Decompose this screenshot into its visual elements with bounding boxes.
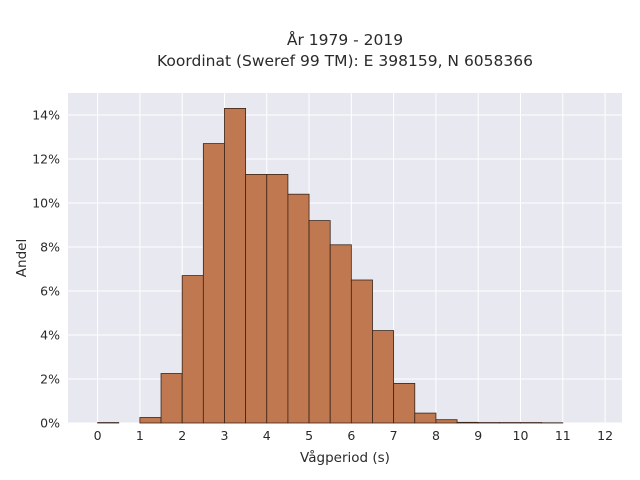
y-tick-label: 2%: [40, 372, 60, 387]
x-tick-label: 4: [263, 428, 271, 443]
x-tick-label: 10: [513, 428, 529, 443]
y-tick-label: 0%: [40, 416, 60, 431]
chart-title-line-1: År 1979 - 2019: [287, 30, 403, 49]
histogram-bar: [181, 275, 204, 424]
x-axis-label: Vågperiod (s): [300, 449, 390, 466]
x-tick-label: 5: [305, 428, 313, 443]
x-tick-label: 9: [474, 428, 482, 443]
y-tick-label: 6%: [40, 284, 60, 299]
y-tick-label: 4%: [40, 328, 60, 343]
histogram-bar: [139, 417, 162, 424]
histogram-bar: [435, 419, 458, 424]
y-tick-label: 8%: [40, 240, 60, 255]
histogram-bar: [308, 220, 331, 424]
histogram-bar: [372, 330, 395, 424]
y-tick-label: 10%: [32, 196, 60, 211]
histogram-bar: [202, 143, 225, 424]
histogram-bar: [266, 173, 289, 424]
x-tick-label: 2: [178, 428, 186, 443]
y-tick-label: 14%: [32, 108, 60, 123]
x-tick-label: 8: [432, 428, 440, 443]
histogram-bar: [245, 173, 268, 424]
x-tick-label: 0: [94, 428, 102, 443]
chart-title-line-2: Koordinat (Sweref 99 TM): E 398159, N 60…: [157, 52, 533, 70]
y-axis-ticks: 0% 2% 4% 6% 8% 10% 12% 14%: [32, 108, 60, 431]
histogram-bar: [329, 244, 352, 424]
histogram-bar: [393, 382, 416, 424]
histogram-bar: [224, 108, 247, 424]
histogram-bar: [456, 421, 479, 424]
y-axis-label: Andel: [14, 239, 30, 277]
bars: [97, 108, 564, 424]
histogram-bar: [160, 373, 183, 424]
x-tick-label: 7: [390, 428, 398, 443]
x-tick-label: 11: [555, 428, 571, 443]
x-tick-label: 1: [136, 428, 144, 443]
y-tick-label: 12%: [32, 152, 60, 167]
x-tick-label: 12: [597, 428, 613, 443]
histogram-bar: [350, 279, 373, 424]
x-tick-label: 3: [220, 428, 228, 443]
x-tick-label: 6: [347, 428, 355, 443]
x-axis-ticks: 0 1 2 3 4 5 6 7 8 9 10 11 12: [94, 428, 613, 443]
histogram-bar: [287, 193, 310, 424]
histogram-bar: [414, 412, 437, 424]
